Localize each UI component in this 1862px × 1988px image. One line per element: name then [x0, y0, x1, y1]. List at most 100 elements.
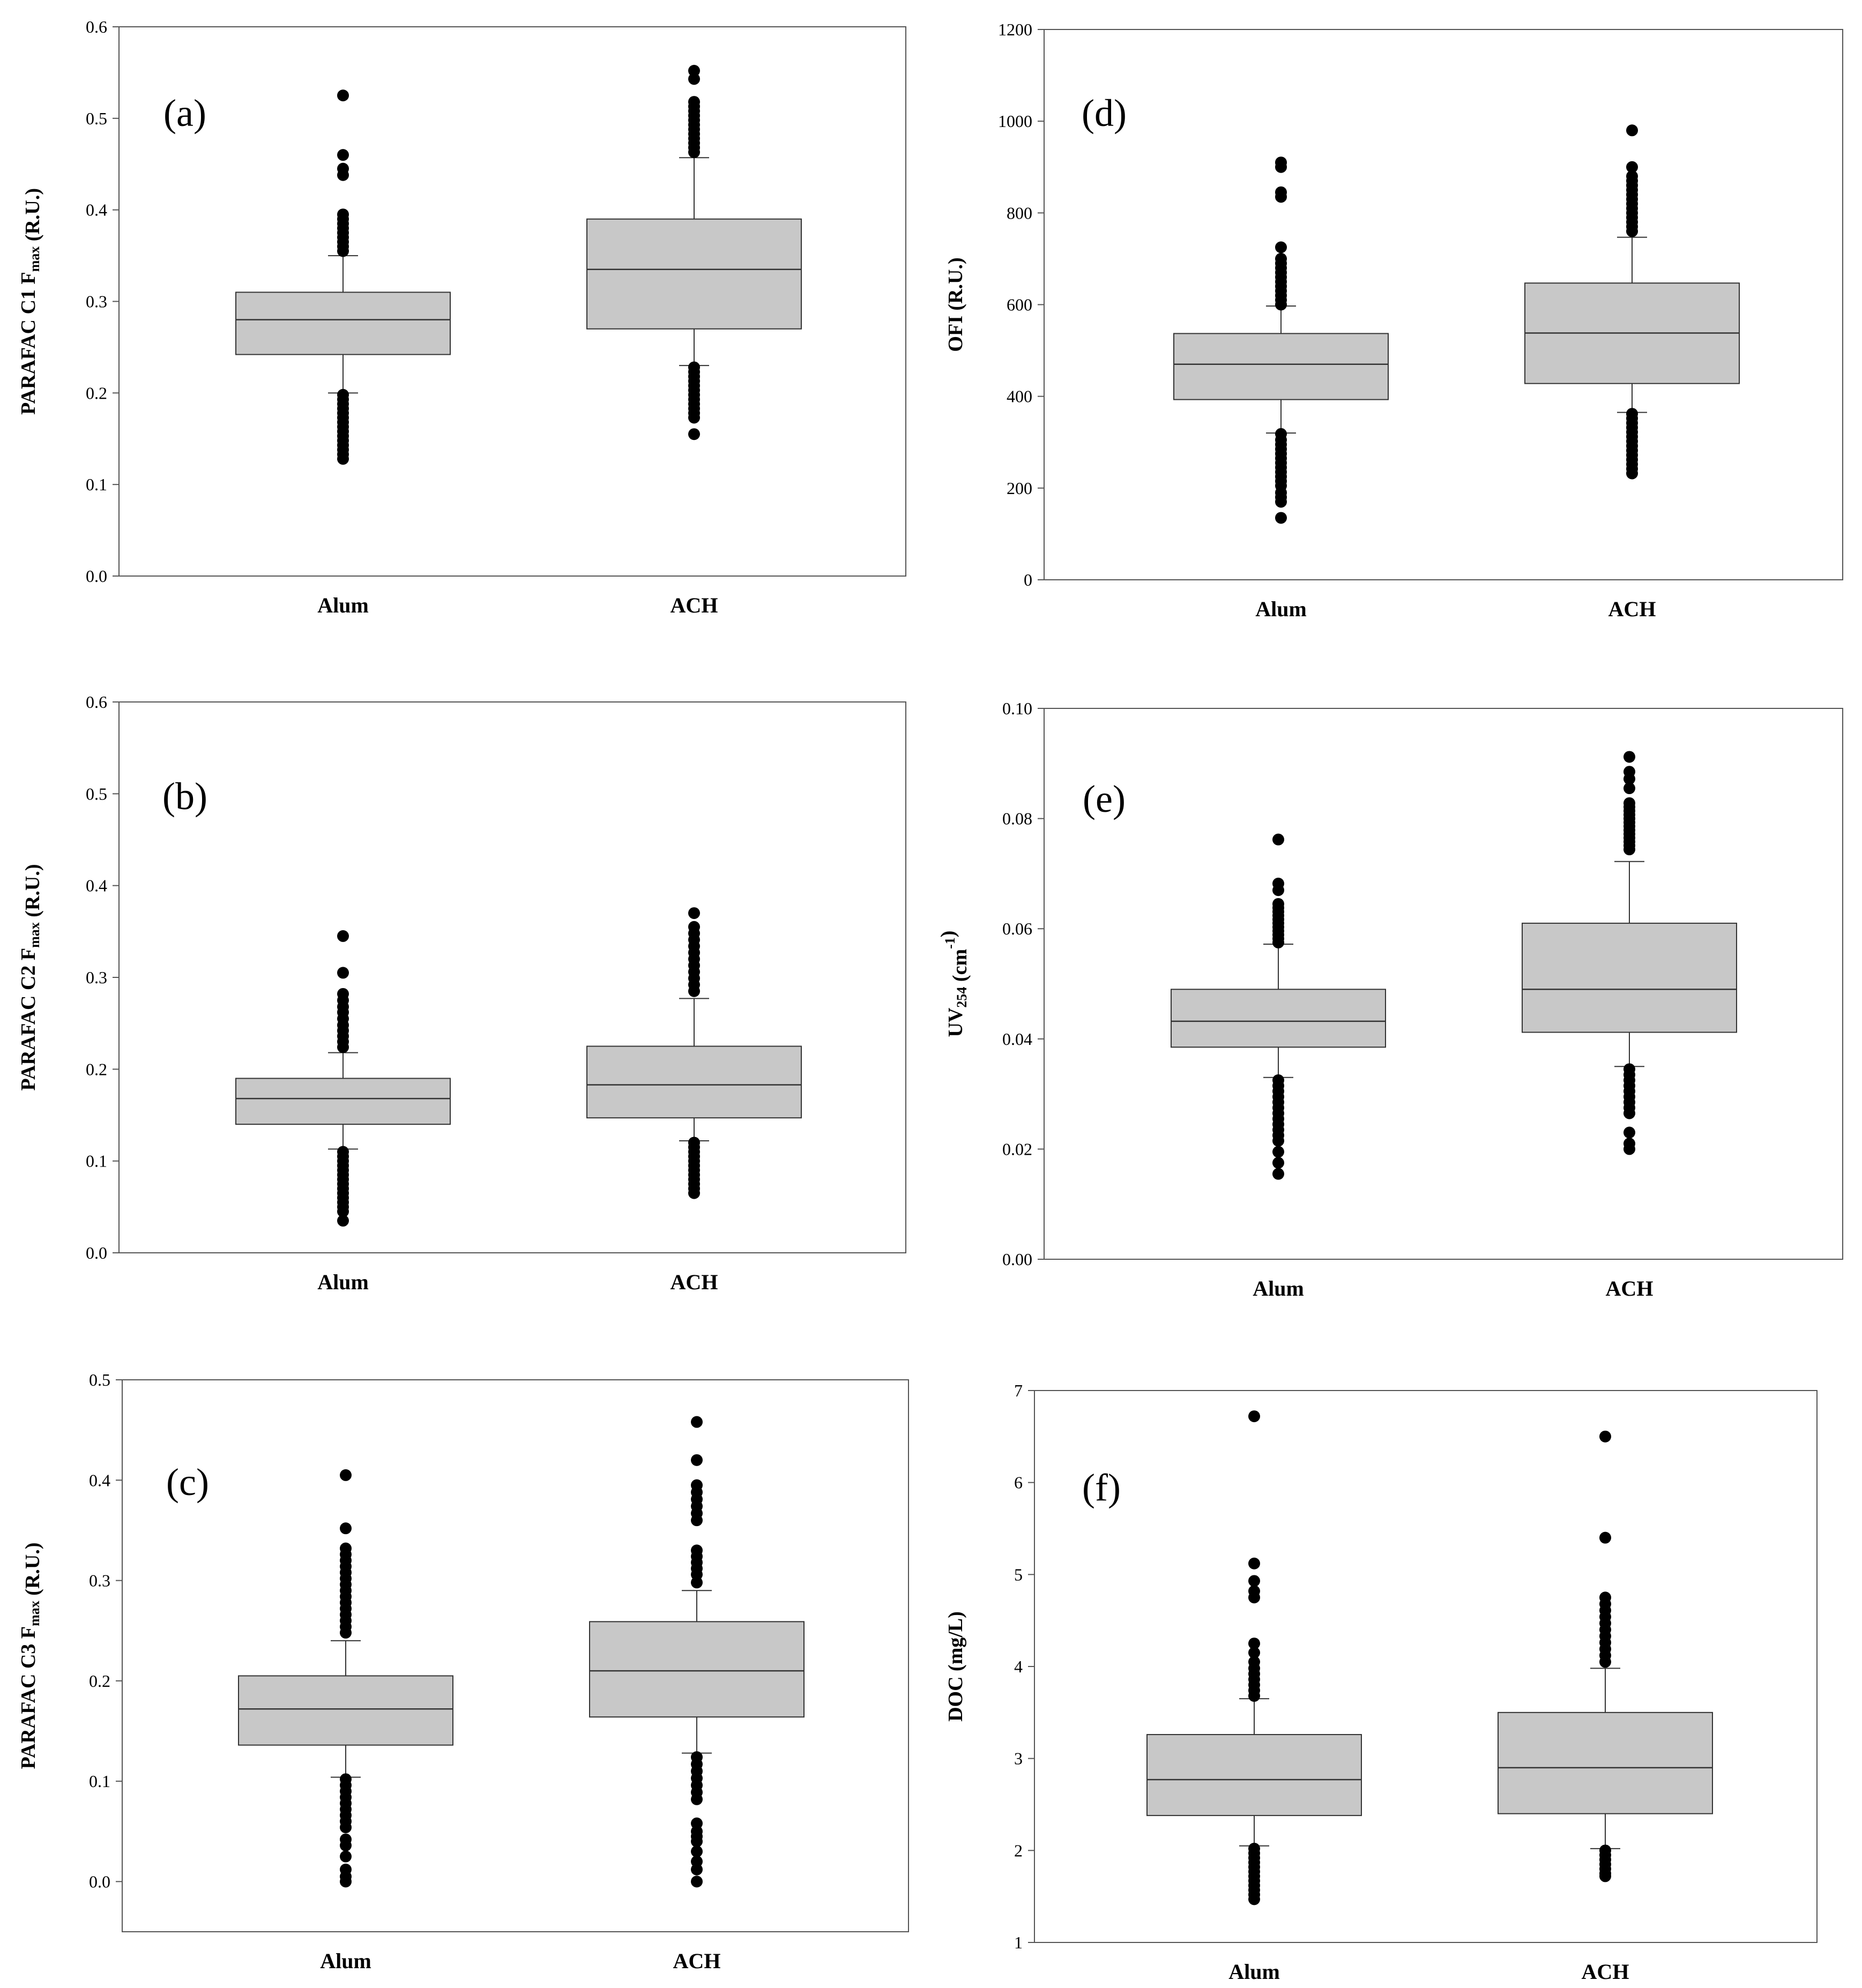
outlier-point	[688, 65, 700, 77]
outlier-point	[337, 169, 349, 181]
y-tick-label: 6	[1014, 1473, 1023, 1492]
outlier-point	[1626, 225, 1638, 237]
y-tick-label: 600	[1007, 295, 1032, 315]
outlier-point	[1275, 496, 1287, 508]
y-axis-title-part: -1	[942, 937, 958, 949]
box-alum	[238, 1469, 453, 1888]
y-tick-label: 0.2	[86, 383, 107, 402]
outlier-point	[1599, 1870, 1611, 1882]
outlier-point	[1248, 1647, 1260, 1659]
outlier-point	[691, 1835, 703, 1848]
y-tick-label: 0.6	[86, 17, 107, 36]
outlier-point	[340, 1850, 352, 1863]
y-tick-label: 200	[1007, 479, 1032, 498]
outlier-point	[1599, 1531, 1611, 1544]
outlier-point	[1272, 1157, 1284, 1169]
outlier-point	[1275, 191, 1287, 203]
x-category-label: Alum	[1228, 1960, 1280, 1984]
plot-frame	[1044, 708, 1843, 1260]
y-tick-label: 0.5	[89, 1370, 110, 1389]
x-category-label: ACH	[1606, 1276, 1654, 1301]
outlier-point	[340, 1522, 352, 1535]
x-category-label: ACH	[671, 593, 718, 617]
iqr-box	[1173, 333, 1389, 400]
panel-label: (b)	[162, 775, 207, 818]
y-tick-label: 0.3	[89, 1571, 110, 1590]
y-axis-title-part: 254	[954, 987, 970, 1008]
chart-panel: 0.0 0.1 0.2 0.3 0.4 0.5 0.6 (a) PARAFAC C1 Fmax …	[17, 17, 906, 617]
chart-panel: 1 2 3 4 5 6 7 (f) DOC (mg/L) Alum ACH	[944, 1381, 1818, 1984]
outlier-point	[1272, 833, 1284, 846]
y-tick-label: 0.2	[89, 1671, 110, 1691]
y-tick-label: 0.08	[1002, 809, 1032, 828]
outlier-point	[691, 1454, 703, 1466]
plot-frame	[1034, 1390, 1818, 1943]
outlier-point	[1623, 773, 1635, 785]
y-tick-label: 0.4	[89, 1470, 110, 1490]
y-axis-title-part: )	[937, 931, 959, 938]
outlier-point	[691, 1576, 703, 1589]
outlier-point	[1275, 298, 1287, 311]
outlier-point	[1272, 884, 1284, 896]
iqr-box	[589, 1621, 805, 1718]
chart-panel: 0 200 400 600 800 1000 1200 (d) OFI (R.U.) Alum AC…	[944, 20, 1843, 621]
outlier-point	[1248, 1893, 1260, 1905]
outlier-point	[1248, 1575, 1260, 1587]
y-axis-title-part: PARAFAC C2 F	[17, 948, 40, 1091]
x-category-label: ACH	[673, 1949, 721, 1973]
x-category-label: ACH	[671, 1270, 718, 1294]
x-category-label: Alum	[320, 1949, 371, 1973]
plot-frame	[118, 701, 906, 1253]
outlier-point	[1599, 1430, 1611, 1443]
y-tick-label: 0.02	[1002, 1139, 1032, 1159]
y-tick-label: 1	[1014, 1933, 1023, 1952]
iqr-box	[586, 1045, 802, 1119]
outlier-point	[340, 1875, 352, 1888]
y-tick-label: 2	[1014, 1841, 1023, 1860]
y-axis-title-part: (R.U.)	[21, 188, 44, 246]
y-tick-label: 0.0	[86, 566, 107, 586]
outlier-point	[1248, 1690, 1260, 1702]
panel-label: (f)	[1082, 1466, 1121, 1509]
outlier-point	[1599, 1656, 1611, 1668]
y-tick-label: 0.04	[1002, 1029, 1032, 1049]
x-category-label: Alum	[317, 593, 369, 617]
y-axis-title: PARAFAC C3 Fmax (R.U.)	[17, 1542, 44, 1769]
y-tick-label: 0.1	[86, 475, 107, 494]
plot-frame	[122, 1379, 909, 1932]
y-axis-title-part: UV	[944, 1007, 967, 1037]
y-tick-label: 0.10	[1002, 699, 1032, 718]
box-ach	[589, 1416, 805, 1888]
outlier-point	[1626, 467, 1638, 480]
outlier-point	[337, 1041, 349, 1053]
outlier-point	[691, 1845, 703, 1858]
outlier-point	[1248, 1638, 1260, 1650]
box-ach	[586, 907, 802, 1199]
y-axis-title: PARAFAC C2 Fmax (R.U.)	[17, 864, 44, 1090]
x-category-label: ACH	[1582, 1960, 1629, 1984]
outlier-point	[691, 1863, 703, 1875]
iqr-box	[1498, 1712, 1713, 1814]
panel-label: (e)	[1083, 778, 1126, 820]
outlier-point	[1248, 1557, 1260, 1570]
y-tick-label: 0.5	[86, 109, 107, 128]
y-tick-label: 400	[1007, 387, 1032, 406]
iqr-box	[586, 218, 802, 330]
outlier-point	[1623, 843, 1635, 856]
outlier-point	[1626, 124, 1638, 137]
y-axis-title-part: (R.U.)	[21, 864, 44, 922]
outlier-point	[1272, 1146, 1284, 1158]
outlier-point	[691, 1793, 703, 1805]
outlier-point	[1272, 1134, 1284, 1147]
y-axis-title: PARAFAC C1 Fmax (R.U.)	[17, 188, 44, 415]
outlier-point	[337, 930, 349, 942]
outlier-point	[1272, 936, 1284, 948]
panel-label: (a)	[163, 92, 206, 134]
outlier-point	[337, 89, 349, 102]
box-ach	[1524, 124, 1740, 480]
y-axis-title: OFI (R.U.)	[944, 257, 967, 352]
y-tick-label: 0.1	[89, 1772, 110, 1791]
y-tick-label: 0.5	[86, 784, 107, 803]
y-axis-title-part: (R.U.)	[21, 1542, 44, 1601]
